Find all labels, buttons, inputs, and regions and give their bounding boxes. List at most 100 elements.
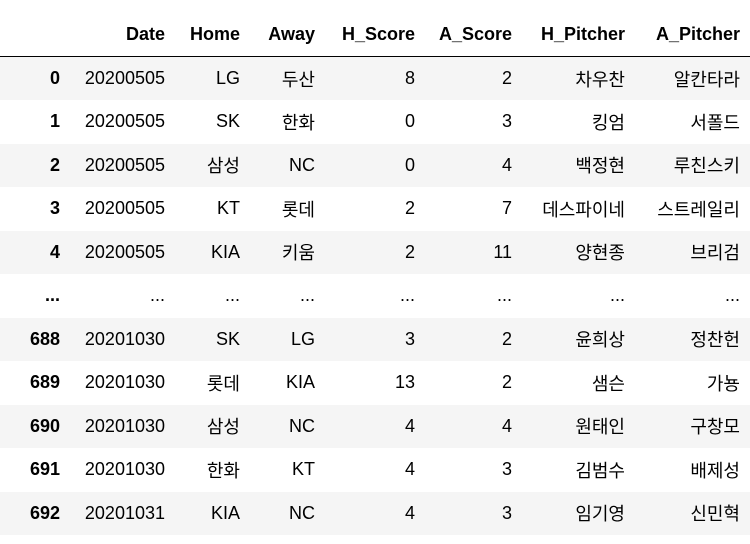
cell-away: LG <box>290 328 315 349</box>
cell-h-pitcher: 샘슨 <box>591 373 625 394</box>
cell-away: KT <box>291 459 315 480</box>
row-index: ... <box>44 285 60 306</box>
row-index: 688 <box>29 328 60 349</box>
cell-date: ... <box>149 285 165 306</box>
cell-home: 한화 <box>206 460 240 481</box>
table-row: 691 20201030 한화 KT 4 3 김범수 배제성 <box>0 448 750 492</box>
row-index: 3 <box>49 198 60 219</box>
cell-a-pitcher: 브리검 <box>690 243 740 264</box>
dataframe-table: Date Home Away H_Score A_Score H_Pitcher… <box>0 13 750 535</box>
cell-a-pitcher: 배제성 <box>690 460 740 481</box>
cell-h-pitcher: ... <box>609 285 625 306</box>
row-index: 691 <box>29 459 60 480</box>
cell-h-score: 3 <box>404 328 415 349</box>
table-row: 690 20201030 삼성 NC 4 4 원태인 구창모 <box>0 404 750 448</box>
cell-a-pitcher: 서폴드 <box>690 112 740 133</box>
column-header-date: Date <box>70 13 175 57</box>
cell-h-score: 2 <box>404 198 415 219</box>
cell-h-score: 0 <box>404 111 415 132</box>
cell-h-score: 8 <box>404 68 415 88</box>
cell-date: 20201031 <box>84 502 165 523</box>
cell-h-score: 0 <box>404 154 415 175</box>
cell-h-pitcher: 데스파이네 <box>542 199 625 220</box>
row-index: 692 <box>29 502 60 523</box>
column-header-home: Home <box>175 13 250 57</box>
column-header-h-pitcher: H_Pitcher <box>522 13 635 57</box>
cell-home: LG <box>215 68 240 88</box>
table-row: 4 20200505 KIA 키움 2 11 양현종 브리검 <box>0 230 750 274</box>
cell-date: 20201030 <box>84 372 165 393</box>
row-index: 4 <box>49 241 60 262</box>
cell-h-score: 4 <box>404 459 415 480</box>
cell-home: SK <box>215 328 240 349</box>
row-index: 1 <box>49 111 60 132</box>
row-index: 690 <box>29 415 60 436</box>
cell-a-score: 4 <box>501 415 512 436</box>
table-row: 692 20201031 KIA NC 4 3 임기영 신민혁 <box>0 491 750 535</box>
column-header-h-score: H_Score <box>325 13 425 57</box>
cell-away: KIA <box>285 372 315 393</box>
cell-a-score: 3 <box>501 502 512 523</box>
cell-h-pitcher: 임기영 <box>575 504 625 525</box>
cell-h-pitcher: 김범수 <box>575 460 625 481</box>
header-row: Date Home Away H_Score A_Score H_Pitcher… <box>0 13 750 57</box>
row-index: 0 <box>49 68 60 88</box>
table-row: 688 20201030 SK LG 3 2 윤희상 정찬헌 <box>0 317 750 361</box>
table-body: 0 20200505 LG 두산 8 2 차우찬 알칸타라 1 20200505 SK 한화 0 3 킹엄 서… <box>0 56 750 535</box>
cell-h-pitcher: 윤희상 <box>575 330 625 351</box>
cell-home: 롯데 <box>206 373 240 394</box>
cell-a-score: 2 <box>501 68 512 88</box>
table-row: ........................ <box>0 274 750 318</box>
row-index: 2 <box>49 154 60 175</box>
cell-away: 두산 <box>281 69 315 90</box>
table-row: 0 20200505 LG 두산 8 2 차우찬 알칸타라 <box>0 56 750 100</box>
cell-home: ... <box>224 285 240 306</box>
cell-away: 롯데 <box>281 199 315 220</box>
cell-h-pitcher: 킹엄 <box>591 112 625 133</box>
cell-home: KT <box>216 198 240 219</box>
cell-date: 20201030 <box>84 415 165 436</box>
cell-date: 20200505 <box>84 111 165 132</box>
cell-date: 20201030 <box>84 328 165 349</box>
cell-away: NC <box>289 502 315 523</box>
cell-h-pitcher: 백정현 <box>575 156 625 177</box>
table-row: 3 20200505 KT 롯데 2 7 데스파이네 스트레일리 <box>0 187 750 231</box>
cell-home: KIA <box>210 502 240 523</box>
cell-a-score: 11 <box>493 241 512 262</box>
cell-home: 삼성 <box>206 156 240 177</box>
cell-h-score: 13 <box>394 372 415 393</box>
cell-a-score: 7 <box>501 198 512 219</box>
cell-h-pitcher: 차우찬 <box>575 69 625 90</box>
table-row: 689 20201030 롯데 KIA 13 2 샘슨 가뇽 <box>0 361 750 405</box>
column-header-a-score: A_Score <box>425 13 522 57</box>
column-header-a-pitcher: A_Pitcher <box>635 13 750 57</box>
cell-a-pitcher: 신민혁 <box>690 504 740 525</box>
cell-home: SK <box>215 111 240 132</box>
cell-a-pitcher: 루친스키 <box>673 156 740 177</box>
column-header-away: Away <box>250 13 325 57</box>
table-row: 1 20200505 SK 한화 0 3 킹엄 서폴드 <box>0 100 750 144</box>
cell-away: NC <box>289 154 315 175</box>
cell-h-pitcher: 양현종 <box>575 243 625 264</box>
cell-away: 한화 <box>281 112 315 133</box>
cell-home: KIA <box>210 241 240 262</box>
cell-a-score: 3 <box>501 111 512 132</box>
cell-away: ... <box>299 285 315 306</box>
index-header <box>0 13 70 57</box>
cell-away: 키움 <box>281 243 315 264</box>
cell-h-score: 2 <box>404 241 415 262</box>
cell-a-pitcher: 스트레일리 <box>657 199 740 220</box>
cell-a-pitcher: 알칸타라 <box>673 69 740 90</box>
cell-h-score: ... <box>399 285 415 306</box>
cell-a-pitcher: 가뇽 <box>706 373 740 394</box>
table-row: 2 20200505 삼성 NC 0 4 백정현 루친스키 <box>0 143 750 187</box>
cell-h-score: 4 <box>404 502 415 523</box>
cell-away: NC <box>289 415 315 436</box>
cell-a-score: 3 <box>501 459 512 480</box>
cell-home: 삼성 <box>206 417 240 438</box>
cell-date: 20200505 <box>84 241 165 262</box>
cell-a-score: 2 <box>501 328 512 349</box>
cell-a-score: 4 <box>501 154 512 175</box>
cell-date: 20200505 <box>84 68 165 88</box>
